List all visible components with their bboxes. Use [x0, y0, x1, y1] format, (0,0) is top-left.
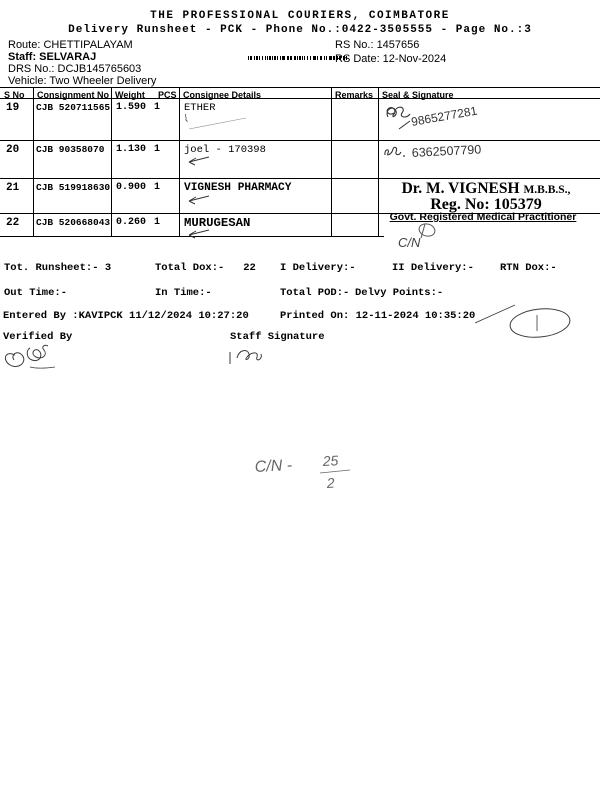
svg-text:C/N -: C/N -: [255, 457, 292, 476]
svg-text:9865277281: 9865277281: [410, 104, 478, 129]
svg-text:C/N: C/N: [398, 235, 421, 250]
svg-text:25: 25: [321, 452, 339, 469]
svg-text:2: 2: [325, 475, 335, 491]
svg-text:6362507790: 6362507790: [411, 142, 481, 160]
